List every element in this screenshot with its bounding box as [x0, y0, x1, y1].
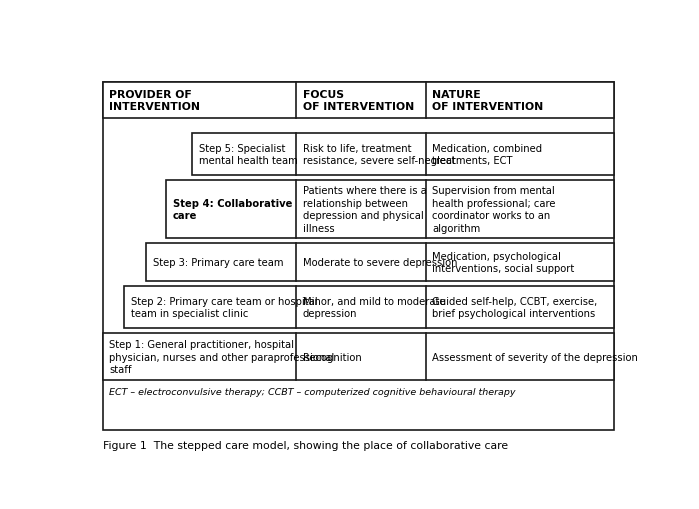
- Bar: [103, 333, 614, 381]
- Text: Moderate to severe depression: Moderate to severe depression: [303, 258, 457, 268]
- Text: ECT – electroconvulsive therapy; CCBT – computerized cognitive behavioural thera: ECT – electroconvulsive therapy; CCBT – …: [109, 387, 516, 396]
- Text: Assessment of severity of the depression: Assessment of severity of the depression: [433, 352, 638, 362]
- Bar: [166, 181, 614, 239]
- Text: Step 4: Collaborative
care: Step 4: Collaborative care: [173, 199, 292, 221]
- Text: NATURE
OF INTERVENTION: NATURE OF INTERVENTION: [433, 90, 544, 111]
- Text: Patients where there is a
relationship between
depression and physical
illness: Patients where there is a relationship b…: [303, 186, 426, 233]
- Text: Step 2: Primary care team or hospital
team in specialist clinic: Step 2: Primary care team or hospital te…: [131, 296, 317, 319]
- Text: FOCUS
OF INTERVENTION: FOCUS OF INTERVENTION: [303, 90, 415, 111]
- Text: Step 3: Primary care team: Step 3: Primary care team: [152, 258, 283, 268]
- Text: Risk to life, treatment
resistance, severe self-neglect: Risk to life, treatment resistance, seve…: [303, 144, 455, 166]
- Text: Step 5: Specialist
mental health team: Step 5: Specialist mental health team: [199, 144, 297, 166]
- Text: Medication, psychological
interventions, social support: Medication, psychological interventions,…: [433, 251, 575, 274]
- Bar: [103, 82, 614, 119]
- Bar: [192, 133, 614, 176]
- Text: Figure 1  The stepped care model, showing the place of collaborative care: Figure 1 The stepped care model, showing…: [103, 440, 507, 450]
- Text: Minor, and mild to moderate
depression: Minor, and mild to moderate depression: [303, 296, 445, 319]
- Bar: [103, 82, 614, 430]
- Text: Supervision from mental
health professional; care
coordinator works to an
algori: Supervision from mental health professio…: [433, 186, 556, 233]
- Text: Guided self-help, CCBT, exercise,
brief psychological interventions: Guided self-help, CCBT, exercise, brief …: [433, 296, 598, 319]
- Bar: [146, 243, 614, 282]
- Text: PROVIDER OF
INTERVENTION: PROVIDER OF INTERVENTION: [109, 90, 200, 111]
- Text: Medication, combined
treatments, ECT: Medication, combined treatments, ECT: [433, 144, 542, 166]
- Text: Step 1: General practitioner, hospital
physician, nurses and other paraprofessio: Step 1: General practitioner, hospital p…: [109, 340, 334, 374]
- Text: Recognition: Recognition: [303, 352, 361, 362]
- Bar: [124, 287, 614, 329]
